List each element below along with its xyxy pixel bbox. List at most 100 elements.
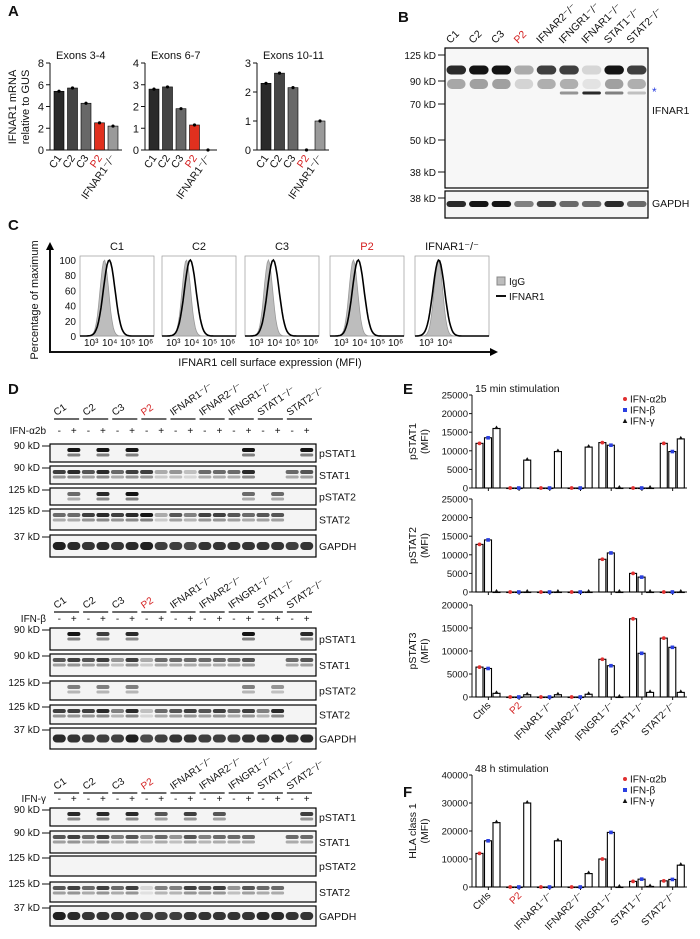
bar <box>637 576 646 593</box>
mw-marker: 38 kD <box>410 194 436 205</box>
x-tick-label: 10⁴ <box>437 338 452 349</box>
band <box>96 448 110 452</box>
data-point <box>609 443 613 448</box>
band <box>96 632 110 636</box>
band <box>169 658 183 662</box>
bar <box>94 122 105 151</box>
band <box>227 518 241 522</box>
band <box>140 714 154 718</box>
band <box>183 709 197 713</box>
band <box>241 891 256 895</box>
band <box>271 709 285 713</box>
data-point <box>555 837 561 842</box>
y-axis-label: pSTAT2 <box>407 527 419 564</box>
band <box>198 891 212 895</box>
band <box>212 817 226 821</box>
band <box>67 734 81 743</box>
panel-label-c: C <box>8 217 19 234</box>
band <box>67 470 81 474</box>
y-axis-label: IFNAR1 mRNA <box>7 69 19 144</box>
mw-marker: 90 kD <box>14 828 40 839</box>
y-tick-label: 40000 <box>442 771 468 782</box>
y-tick-label: 20000 <box>442 827 468 838</box>
protein-label: STAT2 <box>319 887 350 899</box>
bar <box>668 646 677 698</box>
western-blot-d-2: C1- +C2- +C3- +P2- +IFNAR1⁻/⁻- +IFNAR2⁻/⁻- +IF… <box>8 574 356 750</box>
band <box>169 663 183 667</box>
y-axis-unit: (MFI) <box>419 818 431 843</box>
band <box>125 497 139 501</box>
ifnar1-histogram <box>162 258 236 337</box>
band <box>110 470 125 474</box>
band <box>285 542 299 550</box>
band <box>96 637 110 641</box>
band <box>285 470 299 474</box>
data-point <box>578 885 583 889</box>
protein-label: pSTAT1 <box>319 634 356 646</box>
band <box>271 497 285 501</box>
data-point <box>70 86 75 90</box>
band <box>67 518 81 522</box>
data-point <box>517 885 521 889</box>
bar <box>483 667 493 698</box>
treated-mark: + <box>100 614 106 625</box>
band <box>198 709 212 713</box>
y-tick-label: 15000 <box>442 624 468 635</box>
band <box>52 912 66 920</box>
band <box>125 690 139 694</box>
legend-marker <box>623 408 627 412</box>
x-tick-label: 10⁵ <box>120 338 135 349</box>
band <box>183 714 197 718</box>
band <box>581 65 602 75</box>
bar <box>492 822 501 888</box>
treatment-label: IFN-α2b <box>10 426 47 437</box>
y-tick-label: 25000 <box>442 391 468 402</box>
protein-label: pSTAT2 <box>319 686 356 698</box>
band <box>256 542 270 550</box>
band <box>285 840 299 844</box>
treated-mark: + <box>275 794 281 805</box>
legend-marker <box>622 798 628 803</box>
band <box>154 734 168 743</box>
band <box>154 658 168 662</box>
band <box>169 709 183 713</box>
data-point <box>192 123 197 127</box>
untreated-mark: - <box>232 794 235 805</box>
band <box>183 658 197 662</box>
band <box>241 453 256 457</box>
bar <box>53 90 65 151</box>
bar <box>629 618 638 698</box>
band <box>300 840 314 844</box>
data-point <box>97 121 102 125</box>
band <box>469 201 489 207</box>
untreated-mark: - <box>174 794 177 805</box>
band <box>300 734 314 743</box>
histogram-panel <box>414 255 490 337</box>
protein-label: pSTAT2 <box>319 492 356 504</box>
band <box>198 518 212 522</box>
band <box>125 685 139 689</box>
data-point <box>569 486 574 490</box>
y-axis-unit: (MFI) <box>419 429 431 454</box>
panel-label-f: F <box>403 784 412 801</box>
data-point <box>477 851 482 856</box>
band <box>536 201 557 207</box>
band <box>52 714 66 718</box>
data-point <box>639 575 644 579</box>
treated-mark: + <box>187 794 193 805</box>
mw-marker: 90 kD <box>410 77 436 88</box>
data-point <box>179 107 183 111</box>
untreated-mark: - <box>261 426 264 437</box>
group-label: C2 <box>81 402 98 419</box>
band <box>241 475 256 479</box>
band <box>52 542 66 550</box>
band <box>198 663 212 667</box>
x-tick-label: 10³ <box>166 338 181 349</box>
data-point <box>670 645 675 650</box>
axis-arrow <box>46 242 54 250</box>
band <box>582 91 601 95</box>
band <box>212 518 226 522</box>
band <box>241 709 256 713</box>
data-point <box>569 885 574 889</box>
band <box>154 817 168 821</box>
